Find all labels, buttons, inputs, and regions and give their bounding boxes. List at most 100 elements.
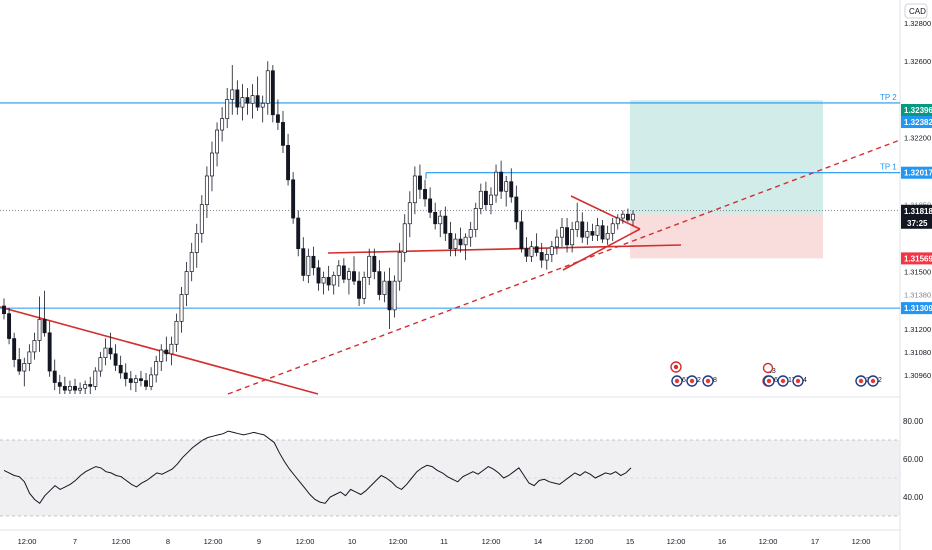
candle[interactable] — [159, 344, 164, 372]
candle[interactable] — [311, 246, 316, 276]
candle[interactable] — [468, 221, 473, 247]
candle[interactable] — [367, 248, 372, 285]
candle[interactable] — [372, 248, 377, 280]
calendar-event[interactable]: 8 — [702, 375, 717, 387]
candle[interactable] — [128, 371, 133, 391]
candle[interactable] — [524, 237, 529, 263]
candle[interactable] — [42, 290, 47, 337]
candle[interactable] — [47, 321, 52, 377]
calendar-event[interactable]: 2 — [867, 375, 882, 387]
candle[interactable] — [2, 298, 6, 320]
candle[interactable] — [331, 271, 336, 295]
loss-zone[interactable] — [630, 214, 823, 259]
candle[interactable] — [17, 348, 22, 375]
candle[interactable] — [98, 351, 103, 377]
candle[interactable] — [88, 376, 93, 394]
candle[interactable] — [270, 65, 275, 123]
candle[interactable] — [275, 99, 280, 131]
candle[interactable] — [600, 219, 605, 243]
candle[interactable] — [387, 267, 392, 329]
candle[interactable] — [37, 296, 42, 352]
candle[interactable] — [377, 260, 382, 301]
candle[interactable] — [27, 344, 32, 372]
candle[interactable] — [154, 355, 159, 383]
candle[interactable] — [595, 218, 600, 241]
triangle-lower-line[interactable] — [562, 228, 641, 271]
candle[interactable] — [539, 242, 544, 268]
candle[interactable] — [392, 275, 397, 318]
dashed-trendline[interactable] — [227, 139, 901, 395]
candle[interactable] — [139, 371, 143, 387]
candle[interactable] — [549, 240, 554, 263]
candle[interactable] — [605, 225, 610, 245]
candle[interactable] — [509, 168, 514, 203]
candle[interactable] — [286, 133, 291, 186]
candle[interactable] — [326, 265, 331, 291]
candle[interactable] — [93, 367, 98, 391]
candle[interactable] — [529, 240, 534, 263]
candle[interactable] — [499, 160, 504, 199]
candle[interactable] — [382, 271, 387, 303]
candle[interactable] — [448, 221, 453, 257]
candle[interactable] — [321, 271, 326, 295]
candle[interactable] — [463, 233, 468, 261]
candle[interactable] — [473, 202, 478, 238]
falling-trendline[interactable] — [0, 306, 319, 395]
candle[interactable] — [32, 332, 37, 360]
candle[interactable] — [184, 262, 189, 307]
candle[interactable] — [489, 187, 493, 215]
candle[interactable] — [169, 336, 174, 366]
candle[interactable] — [615, 214, 620, 230]
candle[interactable] — [291, 172, 296, 224]
candle[interactable] — [113, 344, 118, 372]
candle[interactable] — [62, 376, 67, 394]
candle[interactable] — [215, 122, 219, 167]
candle[interactable] — [610, 218, 615, 241]
candle[interactable] — [22, 357, 27, 387]
candle[interactable] — [194, 223, 199, 268]
horizontal-red-line[interactable] — [327, 244, 682, 254]
candle[interactable] — [412, 166, 417, 215]
calendar-event[interactable]: 61 — [671, 375, 690, 387]
candle[interactable] — [565, 218, 570, 253]
calendar-event[interactable]: 4 — [792, 375, 807, 387]
candle[interactable] — [52, 359, 57, 391]
candle[interactable] — [235, 80, 240, 115]
calendar-event[interactable] — [670, 361, 682, 373]
candle[interactable] — [570, 221, 575, 253]
candle[interactable] — [179, 286, 184, 333]
candle[interactable] — [189, 242, 194, 282]
candle[interactable] — [554, 229, 559, 255]
candle[interactable] — [620, 210, 625, 224]
candle[interactable] — [483, 181, 488, 211]
candle[interactable] — [78, 382, 83, 394]
candle[interactable] — [281, 110, 285, 154]
candle[interactable] — [428, 187, 433, 219]
candle[interactable] — [118, 355, 123, 379]
candle[interactable] — [306, 248, 311, 284]
candle[interactable] — [590, 223, 595, 241]
candle[interactable] — [433, 202, 438, 230]
candle[interactable] — [250, 84, 255, 119]
candle[interactable] — [220, 107, 225, 142]
candle[interactable] — [260, 95, 265, 123]
candle[interactable] — [625, 208, 630, 222]
candle[interactable] — [199, 195, 204, 243]
candle[interactable] — [438, 210, 443, 238]
currency-box[interactable] — [904, 3, 928, 19]
candle[interactable] — [83, 380, 88, 394]
candle[interactable] — [210, 141, 214, 192]
candle[interactable] — [149, 367, 154, 391]
candle[interactable] — [453, 233, 458, 257]
candle[interactable] — [301, 237, 306, 282]
candle[interactable] — [585, 221, 590, 245]
candle[interactable] — [133, 374, 138, 393]
candle[interactable] — [458, 227, 463, 253]
candle[interactable] — [123, 363, 128, 387]
candle[interactable] — [230, 65, 235, 115]
candle[interactable] — [423, 179, 427, 207]
candle[interactable] — [544, 248, 549, 270]
candle[interactable] — [144, 372, 148, 391]
candle[interactable] — [341, 258, 346, 284]
